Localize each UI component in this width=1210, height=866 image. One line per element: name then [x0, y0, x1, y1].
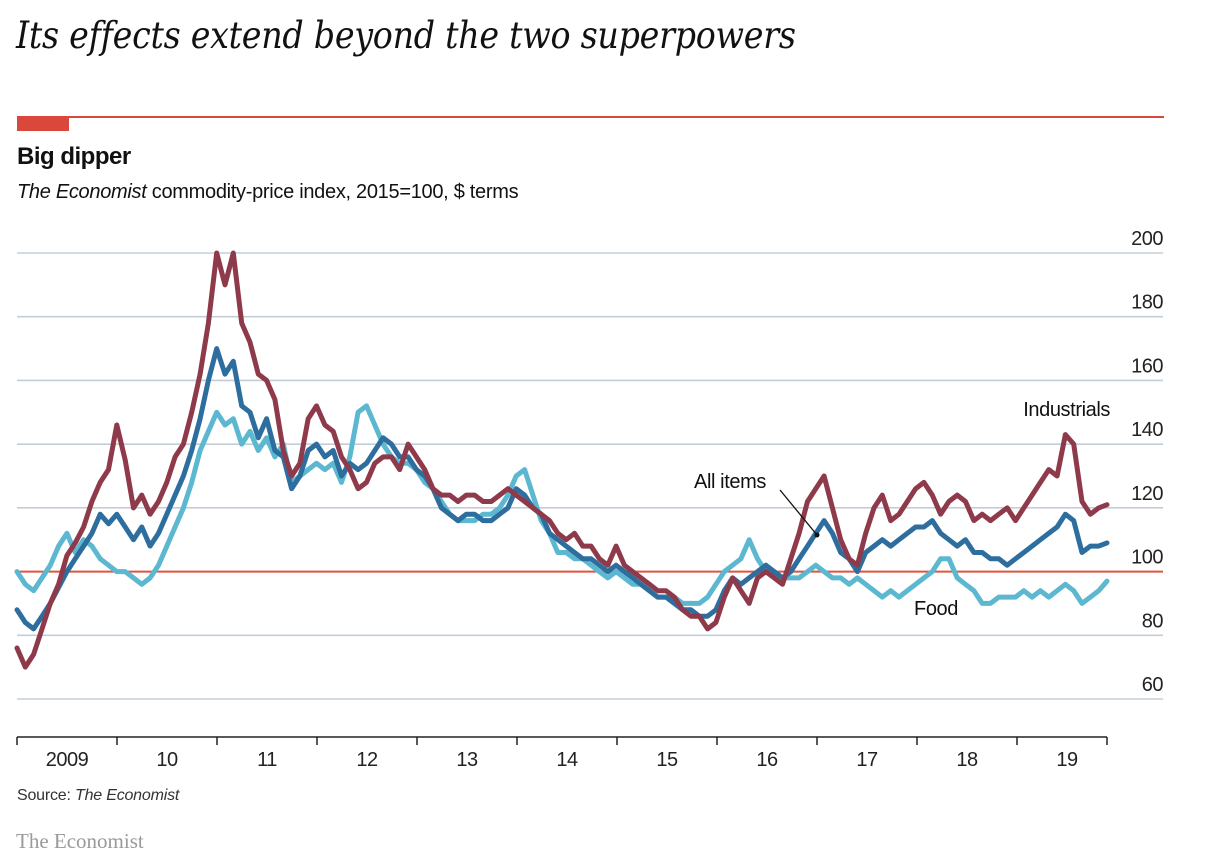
- y-tick-label: 120: [1131, 483, 1163, 505]
- x-tick-label: 2009: [46, 749, 89, 771]
- source-name: The Economist: [75, 787, 180, 804]
- y-tick-label: 140: [1131, 419, 1163, 441]
- all-items-pointer: [779, 489, 818, 536]
- chart-subtitle: The Economist commodity-price index, 201…: [17, 181, 519, 204]
- series-line-industrials: [14, 250, 1110, 670]
- x-tick-label: 15: [656, 749, 678, 771]
- y-tick-label: 200: [1131, 228, 1163, 250]
- annotations: Industrials All items Food: [694, 399, 1111, 620]
- chart-subtitle-rest: commodity-price index, 2015=100, $ terms: [146, 181, 519, 203]
- x-tick-label: 16: [756, 749, 778, 771]
- chart-subtitle-italic: The Economist: [17, 181, 147, 203]
- label-food: Food: [914, 598, 958, 620]
- y-tick-label: 180: [1131, 292, 1163, 314]
- label-industrials: Industrials: [1023, 399, 1110, 421]
- x-axis: 2009 10 11 12 13 14 15 16 17 18 19: [16, 736, 1108, 771]
- x-tick-label: 12: [356, 749, 378, 771]
- x-tick-label: 17: [856, 749, 878, 771]
- source-note: Source: The Economist: [17, 787, 179, 805]
- x-tick-label: 11: [257, 749, 277, 771]
- y-axis-labels: 60 80 100 120 140 160 180 200: [1131, 228, 1164, 696]
- y-tick-label: 60: [1142, 674, 1164, 696]
- series-lines: [14, 250, 1110, 670]
- all-items-pointer-dot: [814, 532, 820, 538]
- source-label: Source:: [17, 787, 75, 804]
- x-tick-label: 10: [156, 749, 178, 771]
- x-tick-label: 19: [1056, 749, 1078, 771]
- y-tick-label: 80: [1142, 610, 1164, 632]
- series-line-all-items: [14, 346, 1110, 632]
- label-all-items: All items: [694, 471, 766, 493]
- article-headline: Its effects extend beyond the two superp…: [16, 14, 796, 57]
- y-tick-label: 160: [1131, 355, 1163, 377]
- chart-top-rule: [17, 116, 1164, 118]
- x-tick-label: 18: [956, 749, 978, 771]
- series-line-food: [14, 403, 1110, 606]
- gridlines: [17, 252, 1163, 700]
- y-tick-label: 100: [1131, 547, 1163, 569]
- x-tick-label: 13: [456, 749, 478, 771]
- brand-logo-text: The Economist: [16, 829, 144, 853]
- x-tick-label: 14: [556, 749, 578, 771]
- chart-title: Big dipper: [17, 143, 131, 170]
- chart-red-tag: [17, 116, 69, 131]
